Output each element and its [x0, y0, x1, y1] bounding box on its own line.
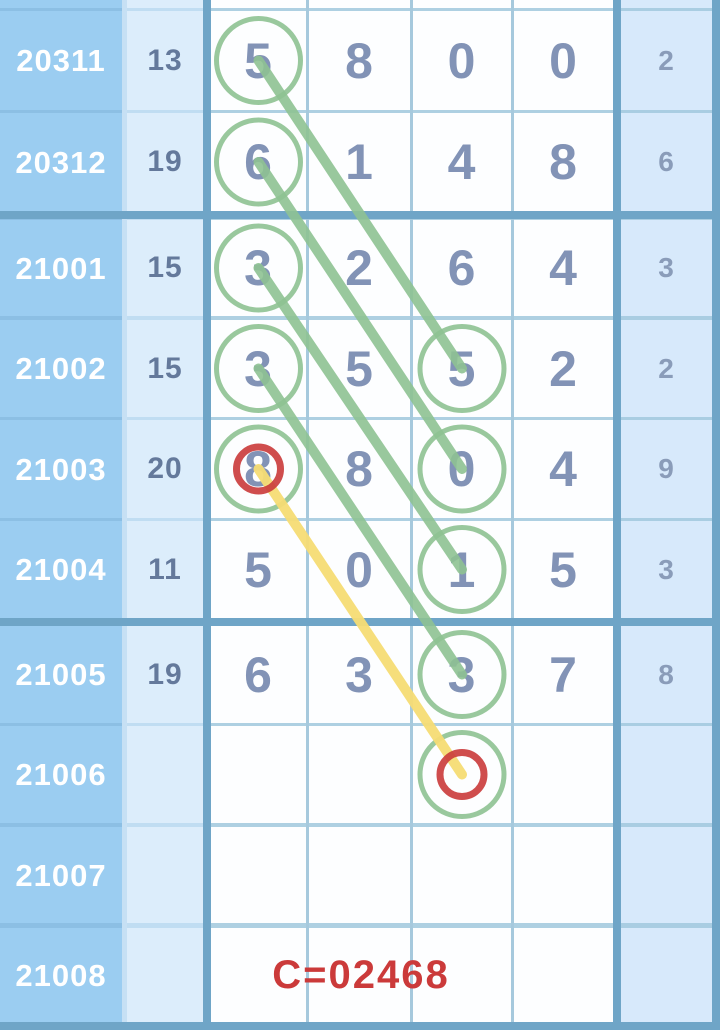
digit-cell [514, 928, 613, 1022]
digit-cell: 7 [514, 626, 613, 723]
digit-cell: 5 [211, 521, 306, 618]
digit-cell [413, 827, 511, 923]
digit-cell: 3 [211, 220, 306, 316]
digit-cell: 3 [413, 626, 511, 723]
digit-cell [211, 726, 306, 823]
prediction-note: C=02468 [272, 952, 450, 997]
tail-cell: 9 [621, 420, 712, 518]
digit-cell: 8 [309, 11, 410, 110]
column-strip [122, 0, 127, 1030]
digit-cell: 2 [514, 320, 613, 417]
period-cell-21008: 21008 [0, 928, 122, 1022]
sum-cell: 15 [127, 320, 203, 417]
period-cell-20312: 20312 [0, 113, 122, 211]
digit-cell [514, 0, 613, 8]
digit-cell: 2 [309, 220, 410, 316]
table-border-group-1 [0, 211, 720, 219]
digit-cell: 3 [211, 320, 306, 417]
tail-cell [621, 726, 712, 823]
period-cell-21001: 21001 [0, 220, 122, 316]
sum-cell: 13 [127, 11, 203, 110]
table-border-right-edge [712, 0, 720, 1030]
tail-cell [621, 827, 712, 923]
sum-cell: 19 [127, 626, 203, 723]
sum-cell: 15 [127, 220, 203, 316]
sum-cell [127, 928, 203, 1022]
tail-cell [621, 0, 712, 8]
digit-cell: 8 [309, 420, 410, 518]
period-cell-21005: 21005 [0, 626, 122, 723]
period-cell-21006: 21006 [0, 726, 122, 823]
period-cell [0, 0, 122, 8]
tail-cell: 6 [621, 113, 712, 211]
digit-cell: 4 [413, 113, 511, 211]
digit-cell: 5 [413, 320, 511, 417]
table-border-right-thick [613, 0, 621, 1030]
digit-cell [514, 827, 613, 923]
period-cell-21002: 21002 [0, 320, 122, 417]
sum-cell [127, 726, 203, 823]
digit-cell: 8 [514, 113, 613, 211]
sum-cell [127, 827, 203, 923]
digit-cell [413, 726, 511, 823]
digit-cell [413, 0, 511, 8]
digit-cell [309, 928, 410, 1022]
digit-cell: 1 [413, 521, 511, 618]
digit-cell: 5 [514, 521, 613, 618]
digit-cell: 0 [514, 11, 613, 110]
period-cell-21007: 21007 [0, 827, 122, 923]
tail-cell: 2 [621, 320, 712, 417]
digit-cell [309, 827, 410, 923]
tail-cell [621, 928, 712, 1022]
sum-cell: 11 [127, 521, 203, 618]
digit-cell [211, 0, 306, 8]
digit-cell: 5 [211, 11, 306, 110]
period-cell-20311: 20311 [0, 11, 122, 110]
tail-cell: 3 [621, 220, 712, 316]
digit-cell: 6 [211, 113, 306, 211]
tail-cell: 3 [621, 521, 712, 618]
digit-cell: 6 [211, 626, 306, 723]
digit-cell [309, 0, 410, 8]
period-cell-21004: 21004 [0, 521, 122, 618]
tail-cell: 8 [621, 626, 712, 723]
digit-cell: 1 [309, 113, 410, 211]
digit-cell: 3 [309, 626, 410, 723]
table-border-left-thick [203, 0, 211, 1030]
digit-cell [309, 726, 410, 823]
table-border-group-2 [0, 618, 720, 626]
tail-cell: 2 [621, 11, 712, 110]
digit-cell: 0 [309, 521, 410, 618]
digit-cell: 6 [413, 220, 511, 316]
table-border-bottom [0, 1022, 720, 1030]
period-cell-21003: 21003 [0, 420, 122, 518]
digit-cell [514, 726, 613, 823]
digit-cell: 4 [514, 220, 613, 316]
digit-cell: 0 [413, 11, 511, 110]
sum-cell: 20 [127, 420, 203, 518]
sum-cell [127, 0, 203, 8]
digit-cell [211, 827, 306, 923]
sum-cell: 19 [127, 113, 203, 211]
digit-cell: 8 [211, 420, 306, 518]
digit-cell [211, 928, 306, 1022]
digit-cell: 0 [413, 420, 511, 518]
digit-cell [413, 928, 511, 1022]
digit-cell: 5 [309, 320, 410, 417]
digit-cell: 4 [514, 420, 613, 518]
